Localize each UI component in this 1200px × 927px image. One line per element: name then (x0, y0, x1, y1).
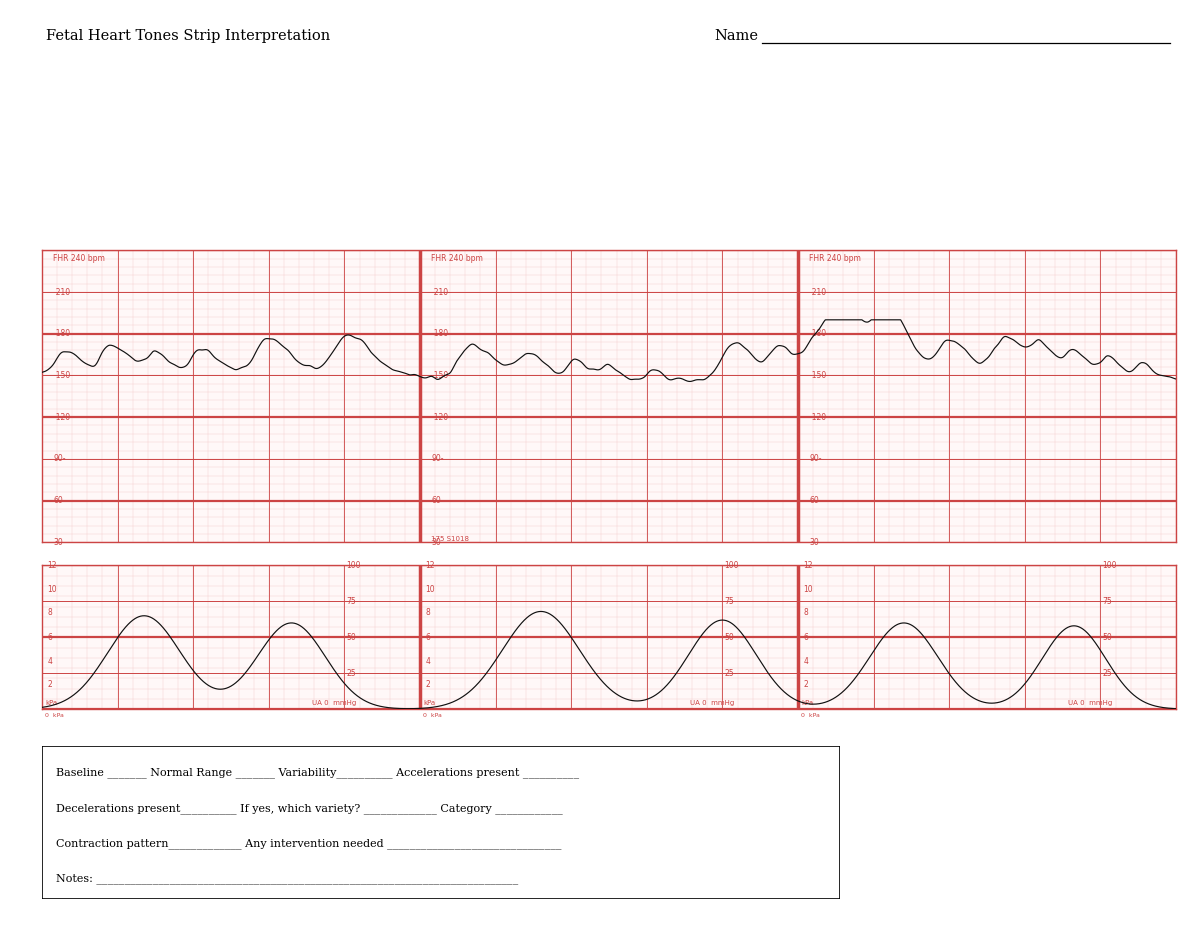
Text: -150-: -150- (809, 371, 829, 380)
Text: -120-: -120- (431, 413, 451, 422)
Text: 30: 30 (809, 538, 820, 547)
Text: 8: 8 (426, 608, 431, 617)
Text: 6: 6 (426, 633, 431, 641)
Text: 2: 2 (48, 680, 53, 690)
Text: 4: 4 (48, 657, 53, 667)
Text: 4: 4 (804, 657, 809, 667)
Text: -180-: -180- (809, 329, 829, 338)
Text: 100: 100 (725, 561, 739, 570)
Text: kPa: kPa (46, 700, 58, 706)
Text: kPa: kPa (802, 700, 814, 706)
Text: FHR 240 bpm: FHR 240 bpm (809, 255, 862, 263)
Text: -210-: -210- (809, 287, 829, 297)
Text: FHR 240 bpm: FHR 240 bpm (431, 255, 484, 263)
Text: Notes: _________________________________________________________________________: Notes: _________________________________… (56, 873, 518, 884)
Text: FHR 240 bpm: FHR 240 bpm (53, 255, 106, 263)
Text: 25-: 25- (347, 668, 359, 678)
Text: 100: 100 (1103, 561, 1117, 570)
Text: -180-: -180- (53, 329, 73, 338)
Text: Baseline _______ Normal Range _______ Variability__________ Accelerations presen: Baseline _______ Normal Range _______ Va… (56, 768, 580, 779)
Text: Name: Name (714, 29, 758, 44)
Text: -150-: -150- (53, 371, 73, 380)
Text: UA 0  mmHg: UA 0 mmHg (1068, 700, 1112, 706)
Text: UA 0  mmHg: UA 0 mmHg (312, 700, 356, 706)
Text: -180-: -180- (431, 329, 451, 338)
Text: 50-: 50- (1103, 633, 1115, 641)
FancyBboxPatch shape (42, 746, 840, 899)
Text: 12: 12 (426, 561, 436, 570)
Text: -150-: -150- (431, 371, 451, 380)
Text: 60-: 60- (53, 496, 66, 505)
Text: kPa: kPa (424, 700, 436, 706)
Text: 90-: 90- (431, 454, 444, 464)
Text: 2: 2 (426, 680, 431, 690)
Text: 90-: 90- (53, 454, 66, 464)
Text: 50-: 50- (725, 633, 737, 641)
Text: 0  kPa: 0 kPa (802, 714, 821, 718)
Text: 8: 8 (804, 608, 809, 617)
Text: 100: 100 (347, 561, 361, 570)
Text: 6: 6 (48, 633, 53, 641)
Text: UA 0  mmHg: UA 0 mmHg (690, 700, 734, 706)
Text: 50-: 50- (347, 633, 359, 641)
Text: Fetal Heart Tones Strip Interpretation: Fetal Heart Tones Strip Interpretation (46, 29, 330, 44)
Text: 4: 4 (426, 657, 431, 667)
Text: 90-: 90- (809, 454, 822, 464)
Text: 10: 10 (48, 585, 58, 594)
Text: 25-: 25- (725, 668, 737, 678)
Text: 10: 10 (426, 585, 436, 594)
Text: -120-: -120- (809, 413, 829, 422)
Text: 60-: 60- (809, 496, 822, 505)
Text: 75-: 75- (725, 597, 737, 606)
Text: 2: 2 (804, 680, 809, 690)
Text: 60-: 60- (431, 496, 444, 505)
Text: -210-: -210- (53, 287, 73, 297)
Text: 0  kPa: 0 kPa (424, 714, 443, 718)
Text: 25-: 25- (1103, 668, 1115, 678)
Text: 6: 6 (804, 633, 809, 641)
Text: Decelerations present__________ If yes, which variety? _____________ Category __: Decelerations present__________ If yes, … (56, 803, 563, 814)
Text: 175 S1018: 175 S1018 (431, 536, 469, 541)
Text: 12: 12 (48, 561, 58, 570)
Text: 0  kPa: 0 kPa (46, 714, 65, 718)
Text: 75-: 75- (347, 597, 359, 606)
Text: 8: 8 (48, 608, 53, 617)
Text: 30: 30 (431, 538, 442, 547)
Text: 75-: 75- (1103, 597, 1115, 606)
Text: 10: 10 (804, 585, 814, 594)
Text: 30: 30 (53, 538, 64, 547)
Text: 12: 12 (804, 561, 814, 570)
Text: -120-: -120- (53, 413, 73, 422)
Text: Contraction pattern_____________ Any intervention needed _______________________: Contraction pattern_____________ Any int… (56, 838, 562, 849)
Text: -210-: -210- (431, 287, 451, 297)
